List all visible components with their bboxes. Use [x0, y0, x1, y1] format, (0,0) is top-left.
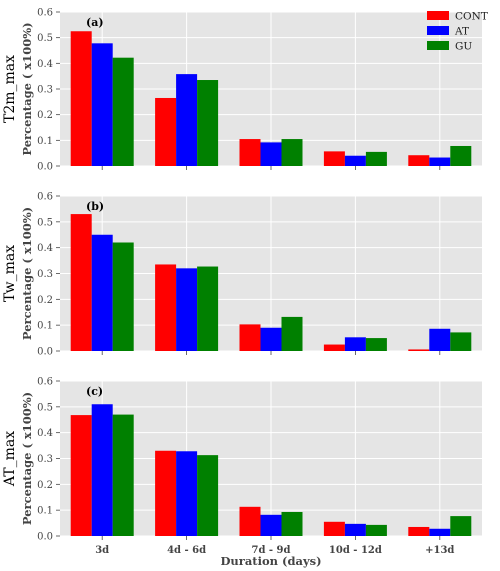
legend: CONT AT GU — [427, 11, 488, 53]
y-tick-label: 0.2 — [37, 295, 53, 306]
legend-label-gu: GU — [455, 41, 472, 53]
bar-gu-2 — [197, 80, 219, 166]
legend-swatch-at — [427, 26, 449, 35]
y-tick-label: 0.1 — [37, 136, 53, 147]
x-tick-label: 4d - 6d — [167, 545, 206, 556]
bar-at-4 — [344, 155, 366, 166]
bar-cont-4 — [323, 344, 345, 351]
bar-cont-3 — [239, 139, 261, 166]
bar-cont-3 — [239, 324, 261, 351]
legend-label-cont: CONT — [455, 11, 488, 23]
bar-gu-3 — [281, 139, 303, 166]
y-tick-label: 0.1 — [37, 506, 53, 517]
y-tick-label: 0.6 — [37, 8, 53, 19]
panel-label: (b) — [86, 200, 104, 213]
x-tick-label: +13d — [425, 545, 454, 556]
bar-at-5 — [429, 157, 451, 166]
y-tick-label: 0.2 — [37, 110, 53, 121]
bar-gu-3 — [281, 316, 303, 351]
bar-at-5 — [429, 328, 451, 351]
y-tick-label: 0.0 — [37, 162, 53, 173]
y-axis-title: AT_max — [2, 431, 18, 487]
bar-gu-5 — [450, 145, 472, 166]
bar-cont-5 — [408, 349, 430, 351]
y-tick-label: 0.0 — [37, 532, 53, 543]
y-tick-label: 0.3 — [37, 269, 53, 280]
y-tick-label: 0.6 — [37, 377, 53, 388]
legend-label-at: AT — [454, 26, 469, 38]
bar-at-1 — [91, 234, 113, 351]
bar-at-3 — [260, 514, 282, 536]
bar-cont-2 — [155, 97, 177, 166]
bar-cont-2 — [155, 264, 177, 351]
bar-gu-4 — [365, 524, 387, 536]
bar-at-3 — [260, 142, 282, 166]
y-tick-label: 0.2 — [37, 480, 53, 491]
y-axis-label: Percentage ( x100%) — [20, 392, 34, 525]
bar-cont-4 — [323, 151, 345, 166]
y-tick-label: 0.5 — [37, 217, 53, 228]
y-axis-label: Percentage ( x100%) — [20, 207, 34, 340]
bar-at-2 — [176, 268, 198, 351]
bar-gu-1 — [112, 57, 134, 166]
bar-cont-3 — [239, 506, 261, 536]
y-tick-label: 0.6 — [37, 192, 53, 203]
bar-cont-1 — [70, 31, 92, 166]
panel-label: (a) — [86, 16, 104, 29]
x-tick-label: 7d - 9d — [251, 545, 290, 556]
bar-at-5 — [429, 528, 451, 536]
bar-at-1 — [91, 404, 113, 536]
bar-gu-2 — [197, 455, 219, 536]
bar-at-3 — [260, 327, 282, 351]
bar-gu-1 — [112, 242, 134, 351]
bar-at-4 — [344, 523, 366, 536]
bar-cont-4 — [323, 521, 345, 536]
panel-2: 0.0 0.1 0.2 0.3 0.4 0.5 0.6 (b) Tw_max Percentage… — [2, 192, 482, 358]
bar-gu-3 — [281, 511, 303, 536]
bar-gu-5 — [450, 516, 472, 536]
y-tick-label: 0.1 — [37, 321, 53, 332]
bar-gu-4 — [365, 338, 387, 351]
bar-cont-1 — [70, 214, 92, 351]
y-axis-label: Percentage ( x100%) — [20, 22, 34, 155]
bar-gu-5 — [450, 332, 472, 351]
y-tick-label: 0.5 — [37, 33, 53, 44]
y-axis-title: Tw_max — [2, 245, 18, 302]
bar-at-2 — [176, 74, 198, 166]
x-tick-label: 10d - 12d — [329, 545, 382, 556]
bar-cont-5 — [408, 155, 430, 166]
y-tick-label: 0.4 — [37, 59, 53, 70]
legend-swatch-cont — [427, 11, 449, 20]
y-tick-label: 0.3 — [37, 85, 53, 96]
y-tick-label: 0.4 — [37, 428, 53, 439]
legend-swatch-gu — [427, 41, 449, 50]
y-tick-label: 0.5 — [37, 402, 53, 413]
panel-3: 0.0 0.1 0.2 0.3 0.4 0.5 0.6 (c) AT_max Percentage… — [2, 377, 482, 556]
bar-cont-1 — [70, 415, 92, 536]
y-tick-label: 0.4 — [37, 243, 53, 254]
panel-1: 0.0 0.1 0.2 0.3 0.4 0.5 0.6 (a) T2m_max Percentag… — [2, 8, 482, 173]
bar-gu-2 — [197, 266, 219, 351]
bar-cont-2 — [155, 450, 177, 536]
x-tick-label: 3d — [95, 545, 109, 556]
bar-at-2 — [176, 451, 198, 536]
panel-label: (c) — [86, 385, 103, 398]
y-tick-label: 0.0 — [37, 347, 53, 358]
y-tick-label: 0.3 — [37, 454, 53, 465]
x-axis-title: Duration (days) — [220, 554, 321, 568]
bar-gu-1 — [112, 414, 134, 536]
y-axis-title: T2m_max — [2, 55, 18, 123]
bar-at-1 — [91, 43, 113, 166]
bar-cont-5 — [408, 526, 430, 536]
bar-at-4 — [344, 337, 366, 351]
bar-gu-4 — [365, 151, 387, 166]
